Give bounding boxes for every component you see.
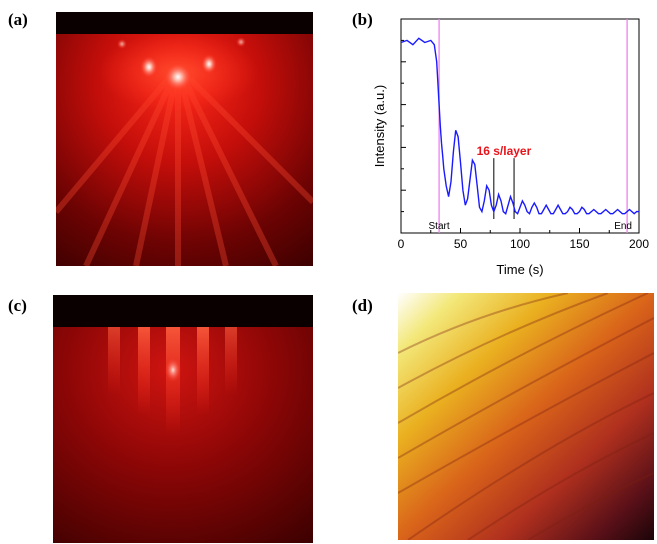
x-tick-label: 50 <box>454 237 468 251</box>
panel-label-c: (c) <box>8 296 27 315</box>
x-tick-label: 100 <box>510 237 530 251</box>
panel-label-b: (b) <box>352 10 373 29</box>
afm-surface-image <box>398 293 654 540</box>
rheed-pattern-image-c <box>53 295 313 543</box>
x-tick-label: 150 <box>569 237 589 251</box>
panel-label-a: (a) <box>8 10 28 29</box>
marker-label-end: End <box>614 221 632 232</box>
intensity-time-chart: 0 50 100 150 200 Start End 16 s/layer Time (s… <box>372 18 649 277</box>
panel-label-d: (d) <box>352 296 373 315</box>
y-axis-label: Intensity (a.u.) <box>372 85 387 167</box>
x-tick-label: 0 <box>398 237 405 251</box>
x-axis-label: Time (s) <box>496 262 543 277</box>
marker-label-start: Start <box>429 221 450 232</box>
intensity-trace <box>400 37 639 215</box>
x-tick-label: 200 <box>629 237 649 251</box>
rheed-pattern-image-a <box>56 12 313 266</box>
plot-frame <box>400 18 640 234</box>
period-annotation: 16 s/layer <box>477 144 532 158</box>
